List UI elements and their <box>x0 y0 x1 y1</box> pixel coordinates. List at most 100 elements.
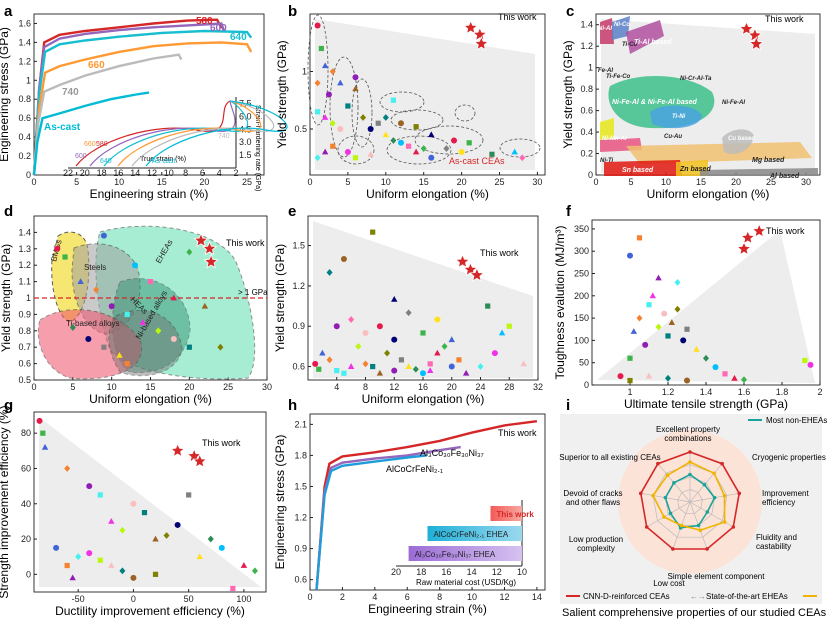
a-x-axis-title: Engineering strain (%) <box>90 187 209 201</box>
d-data-point <box>124 361 130 367</box>
i-series-point <box>679 523 684 528</box>
a-inset-label: 740 <box>218 133 230 140</box>
f-data-point <box>703 354 709 362</box>
panel-letter-d: d <box>4 203 13 220</box>
b-data-point <box>329 68 336 75</box>
b-x-tick-label: 5 <box>345 177 350 187</box>
i-axis-label-line: complexity <box>577 544 615 553</box>
d-y-tick-label: 0.5 <box>18 375 31 385</box>
panel-b: 0 5 10 15 20 25 30 0.5 1 Uniform elongation (%) Yi… <box>275 12 546 201</box>
i-series-point <box>672 481 676 485</box>
c-x-tick-label: 30 <box>801 177 811 187</box>
g-data-point <box>64 465 71 472</box>
c-region-label: Ti-Co <box>622 42 638 48</box>
d-data-point <box>217 343 224 351</box>
b-this-work-star <box>463 19 479 35</box>
a-axes-frame <box>33 13 265 176</box>
g-data-point <box>251 567 258 575</box>
g-y-tick-label: 80 <box>21 428 31 438</box>
e-data-point <box>405 363 412 369</box>
e-data-point <box>448 336 455 343</box>
e-data-point <box>398 357 405 363</box>
c-region-label: Ni-Cr-Al-Ta <box>680 76 712 82</box>
f-x-tick-label: 1.4 <box>700 387 713 397</box>
e-data-point <box>462 369 470 376</box>
f-data-point <box>674 279 681 286</box>
g-data-point <box>130 500 137 507</box>
panel-c: 0 5 10 15 20 25 30 0 0.2 0.4 0.6 0.8 1 1.2 1.4 Uniform … <box>561 13 821 201</box>
a-y-tick-label: 1.2 <box>18 56 31 66</box>
h-y-axis-title: Engineering stress (GPa) <box>273 435 287 570</box>
b-data-point <box>314 154 321 162</box>
g-this-work-star <box>170 442 186 458</box>
i-axis-label: Low production complexity <box>569 535 623 553</box>
panel-letter-b: b <box>288 3 297 20</box>
c-region-label: Sn based <box>622 167 654 174</box>
g-background-region <box>39 417 261 587</box>
e-data-point <box>376 369 384 376</box>
i-series-polygon-2 <box>652 461 726 532</box>
f-data-point <box>680 337 687 344</box>
f-data-point <box>674 305 681 313</box>
g-data-point <box>119 567 126 575</box>
g-data-point <box>86 550 93 557</box>
b-this-work-star <box>472 26 488 42</box>
d-this-work-star <box>201 240 218 256</box>
f-y-tick-label: 200 <box>574 291 589 301</box>
a-series-label: As-cast <box>44 122 81 133</box>
a-inset-y-tick: 1.5 <box>239 150 252 160</box>
e-data-point <box>341 370 347 376</box>
i-legend-state: State-of-the-art EHEAs <box>706 592 788 601</box>
a-inset-x-tick: 12 <box>147 168 157 178</box>
d-data-point <box>69 324 76 331</box>
i-series-point <box>720 461 724 466</box>
f-this-work-star <box>740 229 756 245</box>
c-region-label: Ti-Ni <box>672 114 686 120</box>
d-region-ni-alloys <box>108 309 183 377</box>
c-y-tick-label: 0 <box>588 170 593 180</box>
f-x-axis-title: Ultimate tensile strength (GPa) <box>624 397 788 411</box>
c-material-region <box>600 18 614 44</box>
h-curve-0 <box>315 420 538 591</box>
e-y-tick-label: 0.9 <box>292 321 305 331</box>
a-y-tick-label: 1 <box>26 75 31 85</box>
d-y-tick-label: 1.2 <box>18 260 31 270</box>
d-data-point <box>201 302 209 309</box>
c-this-work-star <box>748 36 765 51</box>
f-data-point <box>627 355 633 361</box>
c-this-work-star <box>738 20 755 36</box>
h-inset-bar <box>408 546 522 561</box>
a-y-tick-label: 0.2 <box>18 151 31 161</box>
b-group-ellipse <box>337 135 375 165</box>
panel-letter-f: f <box>566 203 572 220</box>
e-y-tick-label: 1.2 <box>292 281 305 291</box>
f-data-point <box>655 274 662 281</box>
g-x-tick-label: 0 <box>131 594 136 604</box>
d-x-tick-label: 20 <box>184 382 194 392</box>
f-y-tick-label: 150 <box>574 313 589 323</box>
e-data-point <box>326 269 333 276</box>
g-this-work-label: This work <box>202 438 241 448</box>
i-series-point <box>712 495 717 500</box>
c-region-label: Ni-Mn-Al <box>602 136 627 142</box>
a-inset-label: 660 <box>84 141 96 148</box>
b-data-point <box>466 140 472 146</box>
d-y-tick-label: 0.7 <box>18 342 31 352</box>
panel-letter-c: c <box>566 3 574 20</box>
b-y-axis-title: Yield strength (GPa) <box>275 40 289 148</box>
e-this-work-star <box>469 267 485 282</box>
f-y-axis-title: Toughness evalution (MJ/m³) <box>553 225 567 379</box>
a-inset-x-tick: 20 <box>80 168 90 178</box>
c-material-region <box>612 16 630 40</box>
g-data-point <box>53 544 60 551</box>
b-data-point <box>428 154 435 161</box>
e-data-point <box>506 323 512 329</box>
b-data-point <box>329 119 336 127</box>
g-this-work-star <box>192 453 208 468</box>
i-axis-label-line: Improvement <box>762 489 809 498</box>
f-data-point <box>668 319 675 325</box>
g-data-point <box>41 443 49 450</box>
e-data-point <box>412 365 419 373</box>
f-data-point <box>655 323 662 331</box>
g-data-point <box>218 544 225 551</box>
